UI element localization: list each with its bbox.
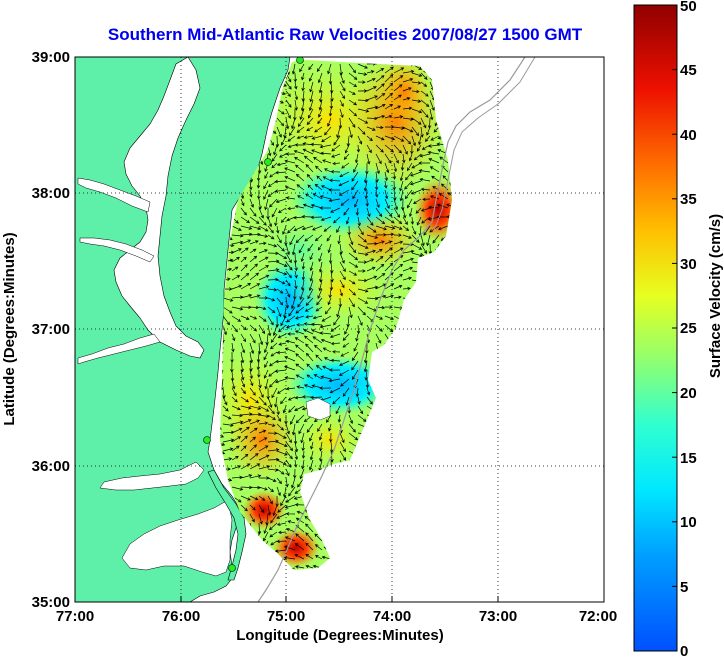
colorbar-label: Surface Velocity (cm/s) [707, 214, 724, 378]
radar-station-marker [228, 564, 236, 572]
plot-area [75, 57, 604, 602]
y-axis-label: Latitude (Degrees:Minutes) [1, 232, 18, 425]
chesapeake-bay [113, 57, 205, 359]
y-tick-label: 35:00 [32, 594, 70, 611]
x-tick-label: 77:00 [56, 608, 94, 625]
x-axis-label: Longitude (Degrees:Minutes) [236, 627, 444, 644]
james-river [77, 333, 161, 365]
plot-frame [74, 56, 605, 603]
x-tick-label: 76:00 [162, 608, 200, 625]
bathymetry-contour [257, 57, 526, 602]
data-gap [305, 397, 331, 421]
rappahannock-river [79, 237, 155, 263]
figure-title: Southern Mid-Atlantic Raw Velocities 200… [108, 25, 583, 44]
colorbar-tick-label: 50 [680, 0, 697, 15]
colorbar-tick-label: 45 [680, 62, 697, 79]
x-axis-ticks [74, 596, 605, 602]
colorbar-tick-label: 10 [680, 514, 697, 531]
y-tick-label: 38:00 [32, 185, 70, 202]
x-tick-label: 75:00 [267, 608, 305, 625]
x-tick-label: 72:00 [579, 608, 617, 625]
radar-station-marker [264, 158, 272, 166]
colorbar-ticks [672, 4, 677, 587]
y-tick-label: 37:00 [32, 321, 70, 338]
colorbar-tick-label: 35 [680, 191, 697, 208]
pamlico-sound [121, 499, 233, 577]
colorbar-tick-label: 0 [680, 643, 688, 659]
y-tick-label: 36:00 [32, 458, 70, 475]
colorbar-tick-label: 40 [680, 127, 697, 144]
radar-station-marker [203, 436, 211, 444]
potomac-river [77, 177, 151, 213]
colorbar-tick-label: 30 [680, 256, 697, 273]
colorbar [633, 4, 678, 652]
grid-lines [75, 57, 604, 602]
colorbar-tick-label: 25 [680, 320, 697, 337]
albemarle-sound [99, 461, 205, 491]
y-tick-label: 39:00 [32, 49, 70, 66]
colorbar-tick-label: 5 [680, 579, 688, 596]
bathymetry-contour-inner [433, 57, 536, 231]
colorbar-tick-label: 15 [680, 450, 697, 467]
colorbar-tick-label: 20 [680, 385, 697, 402]
x-tick-label: 73:00 [479, 608, 517, 625]
radar-station-marker [296, 57, 304, 64]
x-tick-label: 74:00 [373, 608, 411, 625]
